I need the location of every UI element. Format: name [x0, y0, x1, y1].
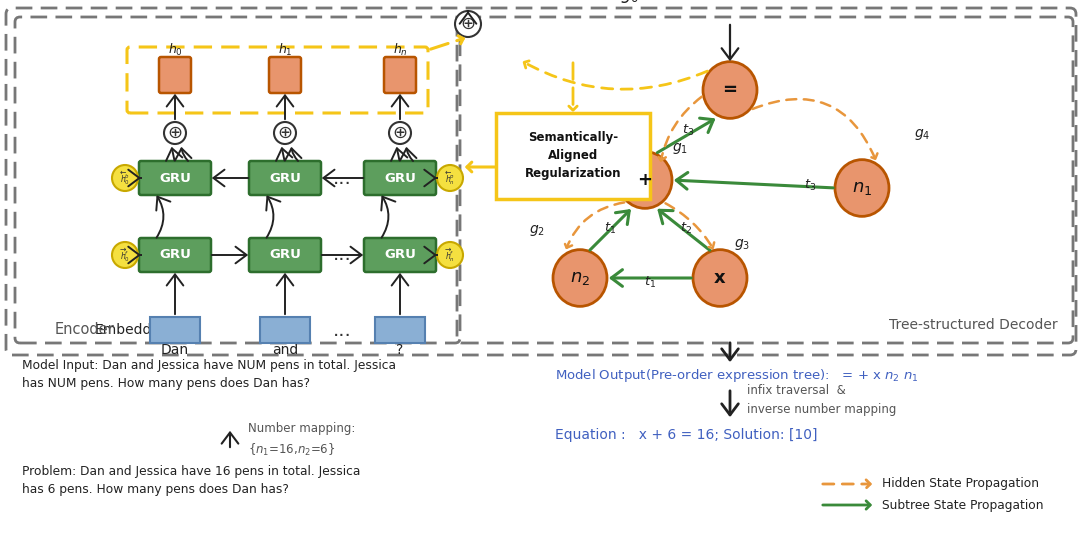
Circle shape — [112, 242, 138, 268]
Ellipse shape — [835, 160, 889, 216]
Circle shape — [389, 122, 411, 144]
FancyBboxPatch shape — [139, 161, 211, 195]
Text: $t_1$: $t_1$ — [644, 275, 656, 290]
Circle shape — [437, 165, 463, 191]
FancyBboxPatch shape — [269, 57, 301, 93]
FancyBboxPatch shape — [496, 113, 650, 199]
Text: ...: ... — [333, 245, 351, 265]
Text: $h_1$: $h_1$ — [278, 42, 293, 58]
Text: $n_1$: $n_1$ — [852, 179, 873, 197]
Text: Model Output(Pre-order expression tree):   = + x $n_2$ $n_1$: Model Output(Pre-order expression tree):… — [555, 366, 919, 384]
Text: ⊕: ⊕ — [460, 15, 475, 33]
Text: ⊕: ⊕ — [392, 124, 407, 142]
Text: $g_2$: $g_2$ — [529, 223, 545, 238]
Text: $g_4$: $g_4$ — [914, 128, 930, 143]
Text: =: = — [723, 81, 738, 99]
Text: $\overrightarrow{h}_0^f$: $\overrightarrow{h}_0^f$ — [120, 246, 130, 264]
Text: $t_2$: $t_2$ — [680, 220, 692, 235]
FancyBboxPatch shape — [139, 238, 211, 272]
Ellipse shape — [703, 62, 757, 118]
Text: $t_3$: $t_3$ — [804, 178, 816, 193]
Bar — [375, 317, 426, 343]
Text: +: + — [637, 171, 652, 189]
Text: Number mapping:
{$n_1$=16,$n_2$=6}: Number mapping: {$n_1$=16,$n_2$=6} — [248, 422, 355, 457]
Text: Model Input: Dan and Jessica have NUM pens in total. Jessica
has NUM pens. How m: Model Input: Dan and Jessica have NUM pe… — [22, 360, 396, 391]
Bar — [260, 317, 310, 343]
FancyBboxPatch shape — [364, 238, 436, 272]
Text: $n_2$: $n_2$ — [570, 269, 590, 287]
Text: GRU: GRU — [269, 171, 301, 184]
Circle shape — [164, 122, 186, 144]
Text: GRU: GRU — [159, 249, 191, 261]
Text: ...: ... — [333, 169, 351, 188]
Text: $h_n$: $h_n$ — [392, 42, 407, 58]
Text: ⊕: ⊕ — [278, 124, 293, 142]
Ellipse shape — [618, 152, 672, 208]
Text: x: x — [714, 269, 726, 287]
Text: $\overleftarrow{h}_0^b$: $\overleftarrow{h}_0^b$ — [120, 169, 130, 187]
Text: Dan: Dan — [161, 343, 189, 357]
FancyBboxPatch shape — [159, 57, 191, 93]
Text: $g_3$: $g_3$ — [734, 236, 751, 251]
FancyBboxPatch shape — [384, 57, 416, 93]
Text: ⊕: ⊕ — [167, 124, 183, 142]
Text: $h_0$: $h_0$ — [167, 42, 183, 58]
Text: $\overrightarrow{h}_n^f$: $\overrightarrow{h}_n^f$ — [445, 246, 455, 264]
Text: Problem: Dan and Jessica have 16 pens in total. Jessica
has 6 pens. How many pen: Problem: Dan and Jessica have 16 pens in… — [22, 465, 361, 496]
Text: $g_0$: $g_0$ — [620, 0, 639, 5]
Text: and: and — [272, 343, 298, 357]
Ellipse shape — [693, 250, 747, 306]
FancyBboxPatch shape — [249, 161, 321, 195]
Text: GRU: GRU — [384, 249, 416, 261]
Text: Encoder: Encoder — [55, 322, 114, 337]
Text: Equation :   x + 6 = 16; Solution: [10]: Equation : x + 6 = 16; Solution: [10] — [555, 428, 818, 442]
Text: GRU: GRU — [269, 249, 301, 261]
Text: ...: ... — [333, 320, 351, 340]
Text: ?: ? — [396, 343, 404, 357]
Text: Tree-structured Decoder: Tree-structured Decoder — [889, 318, 1058, 332]
Text: $g_1$: $g_1$ — [672, 140, 688, 155]
FancyBboxPatch shape — [249, 238, 321, 272]
Text: $t_1$: $t_1$ — [604, 220, 616, 235]
Circle shape — [455, 11, 481, 37]
Text: Subtree State Propagation: Subtree State Propagation — [882, 498, 1043, 512]
FancyBboxPatch shape — [364, 161, 436, 195]
Text: Hidden State Propagation: Hidden State Propagation — [882, 477, 1039, 491]
Circle shape — [112, 165, 138, 191]
Ellipse shape — [553, 250, 607, 306]
Text: $\overleftarrow{h}_n^p$: $\overleftarrow{h}_n^p$ — [445, 169, 455, 187]
Text: Semantically-
Aligned
Regularization: Semantically- Aligned Regularization — [525, 132, 621, 180]
Text: GRU: GRU — [159, 171, 191, 184]
Circle shape — [274, 122, 296, 144]
Text: infix traversal  &
inverse number mapping: infix traversal & inverse number mapping — [747, 385, 896, 416]
Bar — [150, 317, 200, 343]
Text: Embedding: Embedding — [95, 323, 174, 337]
Circle shape — [437, 242, 463, 268]
Text: GRU: GRU — [384, 171, 416, 184]
Text: $t_3$: $t_3$ — [681, 123, 694, 138]
